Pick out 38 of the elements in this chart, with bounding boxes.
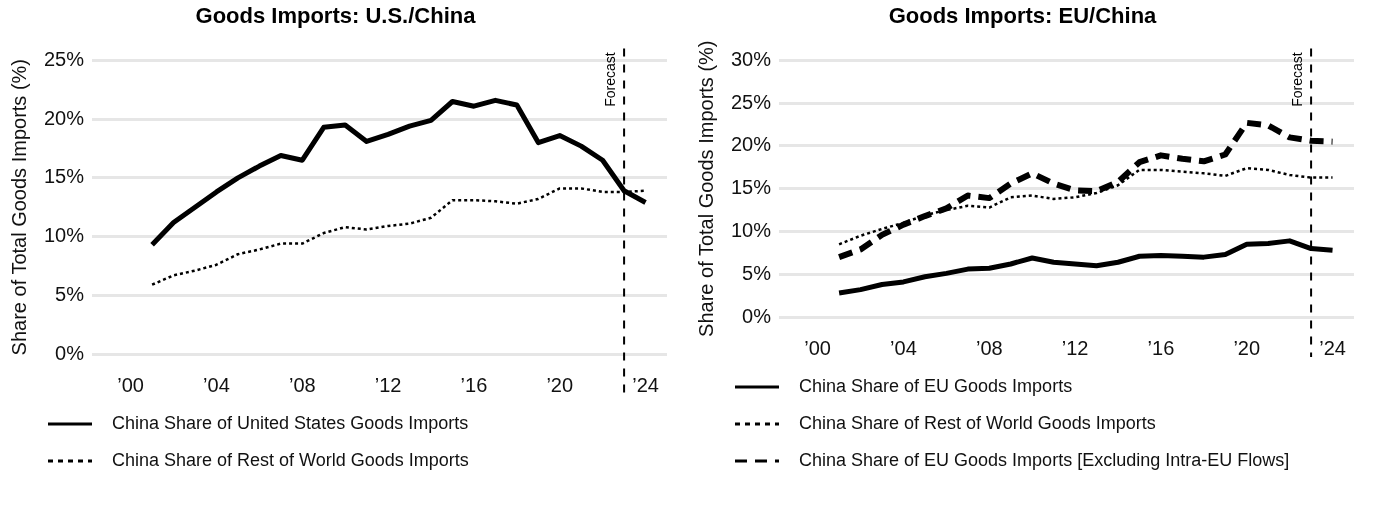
x-tick-label: ’12 [374,373,402,396]
x-tick-label: ’24 [1319,336,1346,359]
y-axis-title: Share of Total Goods Imports (%) [7,58,30,356]
y-tick-label: 15% [44,165,85,188]
x-tick-label: ’24 [632,373,659,396]
y-tick-label: 15% [731,176,772,199]
legend-label: China Share of EU Goods Imports [Excluding Intra-EU Flows] [799,449,1290,470]
x-tick-label: ’00 [117,373,144,396]
legend-label: China Share of United States Goods Imports [112,412,469,433]
y-tick-label: 0% [742,304,772,327]
ref-line-label: Forecast [601,52,618,107]
y-axis-title: Share of Total Goods Imports (%) [694,40,717,337]
legend-label: China Share of EU Goods Imports [799,375,1073,396]
x-tick-label: ’20 [546,373,574,396]
x-tick-label: ’08 [975,336,1003,359]
x-tick-label: ’04 [203,373,230,396]
x-tick-label: ’20 [1233,336,1261,359]
chart-title: Goods Imports: U.S./China [195,3,477,29]
x-tick-label: ’08 [288,373,316,396]
y-tick-label: 25% [44,47,85,70]
ref-line-label: Forecast [1288,52,1305,107]
y-tick-label: 5% [55,282,85,305]
x-tick-label: ’16 [460,373,488,396]
y-tick-label: 5% [742,261,772,284]
chart-title: Goods Imports: EU/China [888,3,1158,29]
legend-label: China Share of Rest of World Goods Imports [112,449,469,470]
y-tick-label: 30% [731,47,772,70]
y-tick-label: 20% [44,106,85,129]
y-tick-label: 10% [731,218,772,241]
x-tick-label: ’12 [1061,336,1089,359]
y-tick-label: 0% [55,341,85,364]
legend-label: China Share of Rest of World Goods Imports [799,412,1156,433]
y-tick-label: 10% [44,224,85,247]
x-tick-label: ’16 [1147,336,1175,359]
x-tick-label: ’04 [890,336,917,359]
y-tick-label: 20% [731,133,772,156]
y-tick-label: 25% [731,90,772,113]
x-tick-label: ’00 [804,336,831,359]
